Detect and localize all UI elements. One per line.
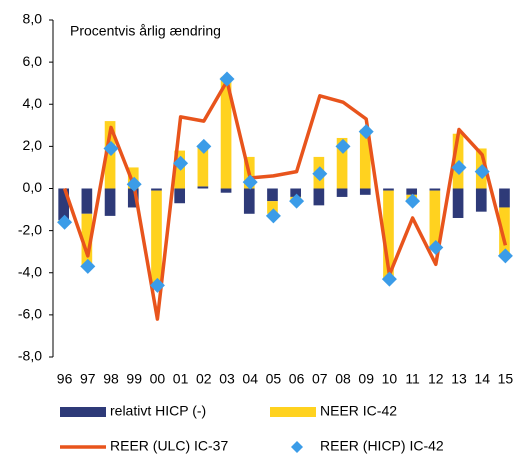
bar (429, 188, 441, 191)
bar (406, 188, 418, 195)
bar (58, 188, 70, 221)
bar (290, 188, 302, 197)
bar (151, 188, 162, 191)
bar (383, 190, 394, 280)
x-tick-label: 07 (312, 371, 328, 387)
diamond-marker (358, 124, 374, 140)
annotation: Procentvis årlig ændring (70, 23, 221, 39)
x-tick-label: 97 (80, 371, 96, 387)
y-tick-label: -4,0 (18, 263, 42, 279)
y-tick-label: 0,0 (23, 179, 43, 195)
y-tick-label: 6,0 (23, 53, 43, 69)
diamond-marker (497, 248, 513, 264)
diamond-marker (312, 166, 328, 182)
legend-swatch (60, 407, 106, 417)
diamond-marker (474, 164, 490, 180)
diamond-marker (219, 71, 235, 87)
bar (336, 188, 348, 197)
diamond-marker (80, 258, 96, 274)
bar (452, 188, 464, 218)
bar (475, 188, 487, 212)
diamond-marker (451, 159, 467, 175)
x-tick-label: 06 (289, 371, 305, 387)
bar (81, 213, 93, 267)
y-tick-label: 8,0 (23, 11, 43, 27)
x-tick-label: 00 (150, 371, 166, 387)
diamond-marker (265, 208, 281, 224)
x-tick-label: 05 (266, 371, 282, 387)
x-tick-label: 14 (474, 371, 490, 387)
diamond-marker (173, 155, 189, 171)
bar (151, 190, 162, 288)
bar (220, 76, 232, 189)
diamond-marker (289, 193, 305, 209)
bar (383, 188, 394, 191)
x-tick-label: 03 (219, 371, 235, 387)
diamond-marker (381, 271, 397, 287)
diamond-marker (126, 176, 142, 192)
legend-label: NEER IC-42 (320, 403, 397, 419)
diamond-marker (428, 239, 444, 255)
diamond-marker (405, 193, 421, 209)
x-tick-label: 99 (126, 371, 142, 387)
bar (127, 188, 139, 208)
x-tick-label: 09 (358, 371, 374, 387)
diamond-marker (196, 138, 212, 154)
legend-swatch (291, 441, 303, 453)
x-tick-label: 15 (498, 371, 514, 387)
x-tick-label: 13 (451, 371, 467, 387)
line (62, 79, 508, 321)
bar (267, 201, 278, 214)
x-tick-label: 98 (103, 371, 119, 387)
y-tick-label: 2,0 (23, 137, 43, 153)
bar (104, 188, 116, 216)
diamond-marker (335, 138, 351, 154)
x-tick-label: 10 (382, 371, 398, 387)
y-tick-label: -6,0 (18, 306, 42, 322)
x-tick-label: 02 (196, 371, 212, 387)
bar (267, 188, 278, 202)
bar (359, 188, 371, 195)
legend-label: relativt HICP (-) (110, 403, 206, 419)
x-tick-label: 08 (335, 371, 351, 387)
y-tick-label: 4,0 (23, 95, 43, 111)
diamond-marker (149, 277, 165, 293)
bar (429, 190, 441, 248)
legend-label: REER (HICP) IC-42 (320, 438, 444, 454)
bar (359, 129, 371, 189)
bar (81, 188, 93, 214)
bar (336, 137, 348, 189)
bar (197, 146, 209, 187)
bar (313, 188, 325, 206)
y-tick-label: -2,0 (18, 221, 42, 237)
bar (220, 188, 232, 193)
bar (499, 207, 510, 256)
x-tick-label: 96 (57, 371, 73, 387)
bar (174, 188, 186, 204)
diamond-marker (57, 214, 73, 230)
x-tick-label: 12 (428, 371, 444, 387)
x-tick-label: 04 (242, 371, 258, 387)
diamond-marker (103, 140, 119, 156)
bar (197, 186, 209, 189)
legend-label: REER (ULC) IC-37 (110, 438, 228, 454)
diamond-marker (242, 174, 258, 190)
legend-swatch (270, 407, 316, 417)
y-tick-label: -8,0 (18, 348, 42, 364)
bar (243, 188, 255, 214)
x-tick-label: 01 (173, 371, 189, 387)
x-tick-label: 11 (405, 371, 420, 387)
bar (499, 188, 510, 208)
